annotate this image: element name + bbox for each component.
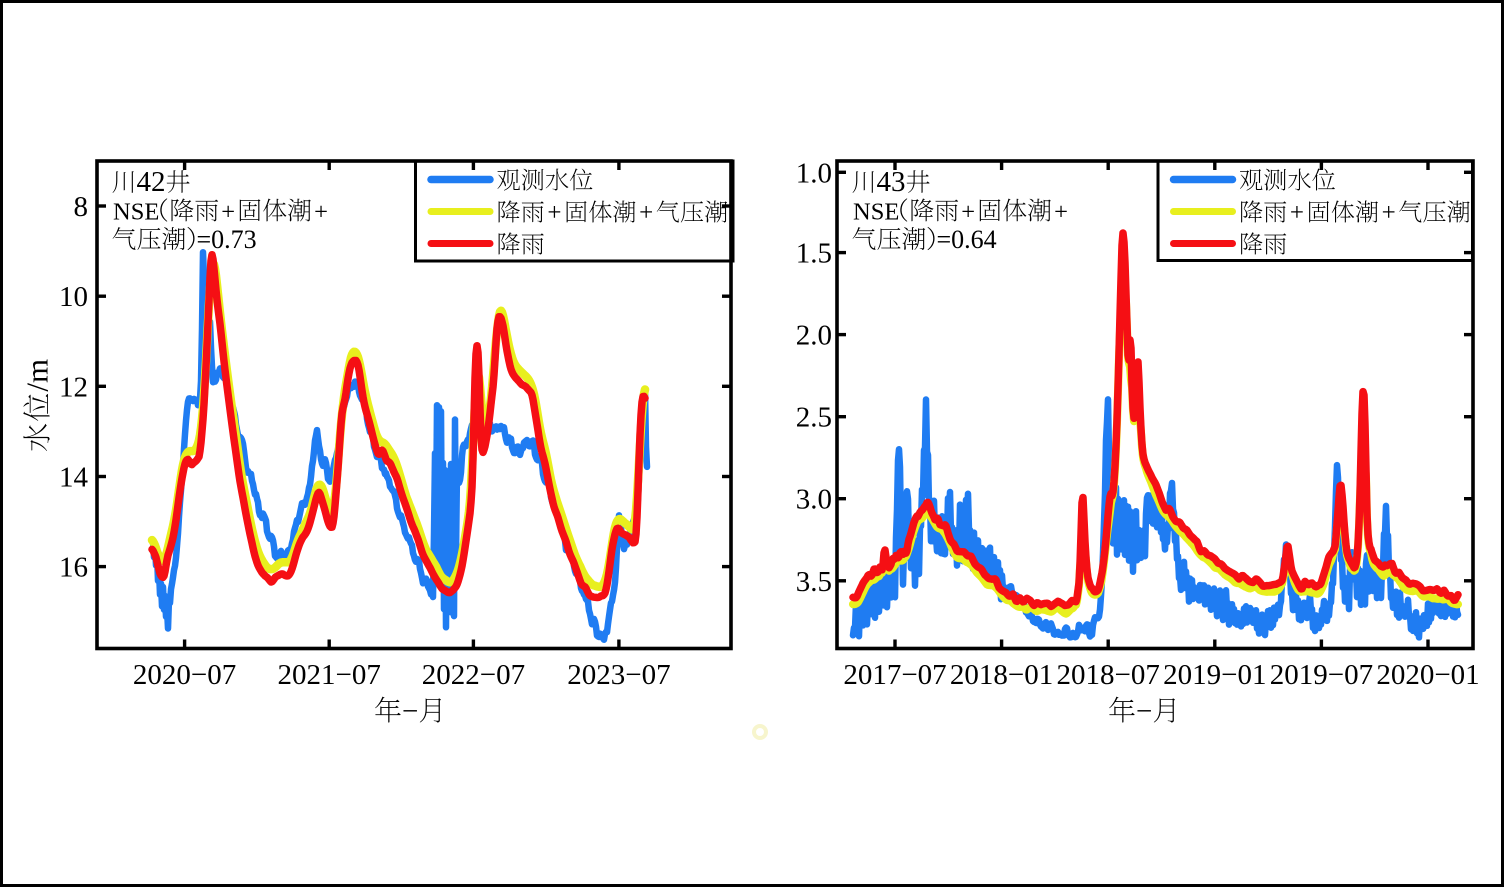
svg-text:2018−07: 2018−07 — [1057, 659, 1160, 691]
svg-text:2.5: 2.5 — [796, 402, 832, 434]
svg-text:=0.73: =0.73 — [197, 225, 257, 254]
svg-text:12: 12 — [59, 371, 88, 403]
svg-text:1.5: 1.5 — [796, 238, 832, 270]
svg-text:2019−07: 2019−07 — [1270, 659, 1373, 691]
svg-text:2021−07: 2021−07 — [278, 659, 381, 691]
svg-text:−: − — [1136, 696, 1152, 728]
svg-text:+: + — [314, 199, 328, 226]
svg-text:+: + — [639, 200, 653, 227]
svg-text:16: 16 — [59, 552, 88, 584]
svg-text:3.5: 3.5 — [796, 566, 832, 598]
svg-text:43: 43 — [877, 166, 906, 198]
svg-text:NSE: NSE — [113, 199, 159, 226]
svg-text:+: + — [221, 199, 235, 226]
svg-text:+: + — [547, 200, 561, 227]
svg-text:2020−01: 2020−01 — [1376, 659, 1479, 691]
svg-text:2018−01: 2018−01 — [950, 659, 1053, 691]
svg-text:2019−01: 2019−01 — [1163, 659, 1266, 691]
svg-text:2020−07: 2020−07 — [133, 659, 236, 691]
svg-text:8: 8 — [74, 191, 89, 223]
svg-text:=0.64: =0.64 — [937, 225, 997, 254]
svg-text:+: + — [1054, 199, 1068, 226]
svg-text:2.0: 2.0 — [796, 320, 832, 352]
svg-text:1.0: 1.0 — [796, 157, 832, 189]
svg-text:10: 10 — [59, 281, 88, 313]
svg-text:+: + — [961, 199, 975, 226]
svg-text:14: 14 — [59, 462, 89, 494]
svg-text:NSE: NSE — [853, 199, 899, 226]
svg-text:2023−07: 2023−07 — [567, 659, 670, 691]
svg-text:+: + — [1290, 200, 1304, 227]
svg-text:42: 42 — [137, 166, 166, 198]
svg-text:2022−07: 2022−07 — [422, 659, 525, 691]
svg-text:/m: /m — [20, 359, 55, 392]
svg-text:2017−07: 2017−07 — [843, 659, 946, 691]
svg-text:−: − — [402, 696, 418, 728]
svg-text:+: + — [1382, 200, 1396, 227]
svg-text:3.0: 3.0 — [796, 484, 832, 516]
